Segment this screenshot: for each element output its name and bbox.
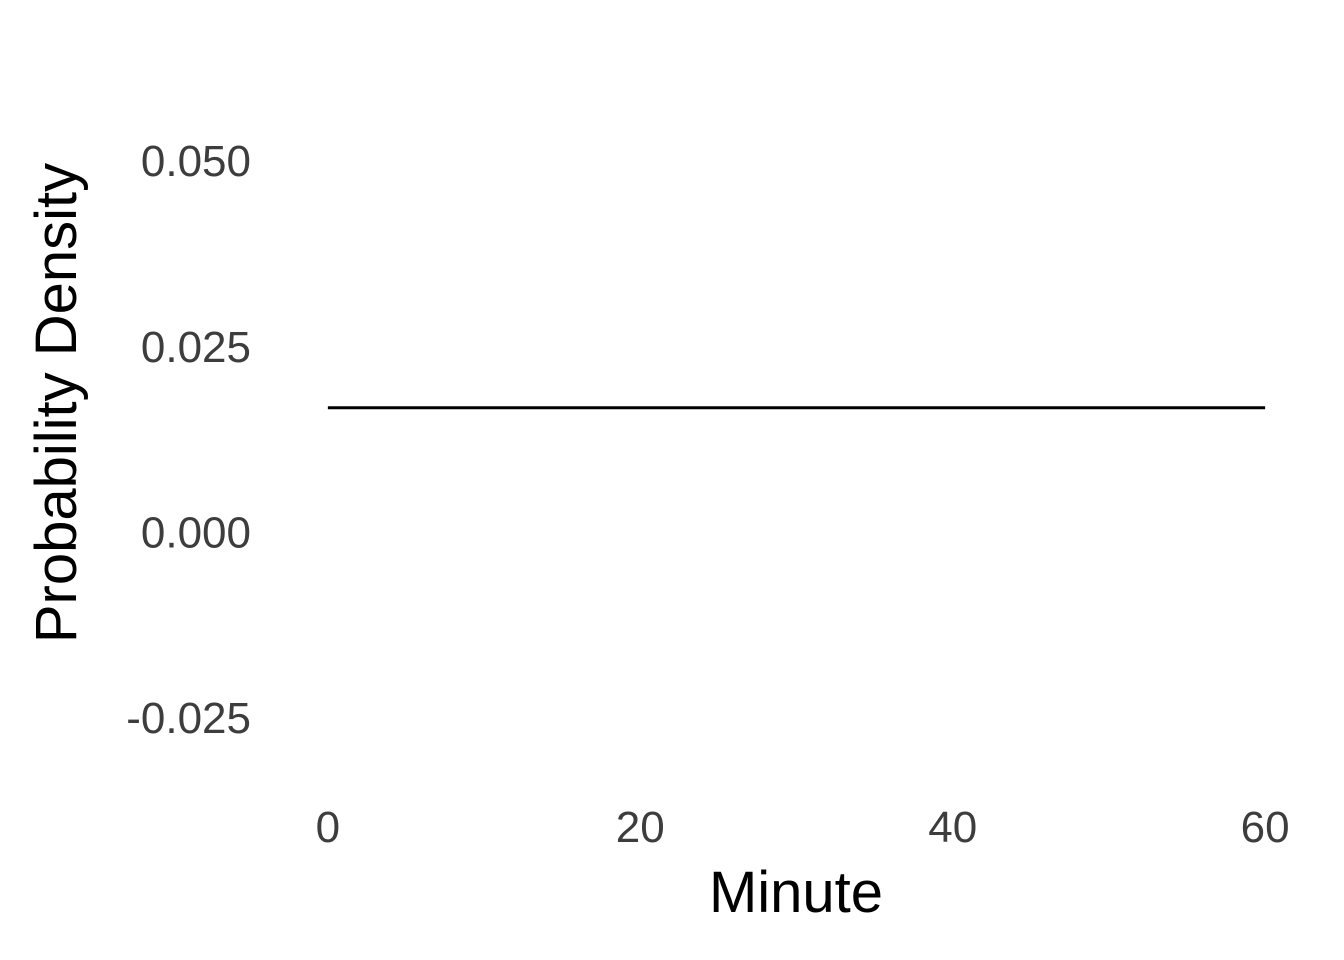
y-axis-title: Probability Density [24,163,89,643]
x-tick-label: 20 [616,803,665,852]
x-axis-ticks: 0 20 40 60 [316,803,1290,852]
x-tick-label: 0 [316,803,340,852]
x-axis-title: Minute [709,860,883,925]
x-tick-label: 40 [928,803,977,852]
y-tick-label: 0.000 [141,509,251,558]
y-axis-ticks: -0.025 0.000 0.025 0.050 [126,137,251,743]
y-tick-label: -0.025 [126,694,251,743]
y-tick-label: 0.025 [141,323,251,372]
y-tick-label: 0.050 [141,137,251,186]
x-tick-label: 60 [1241,803,1290,852]
